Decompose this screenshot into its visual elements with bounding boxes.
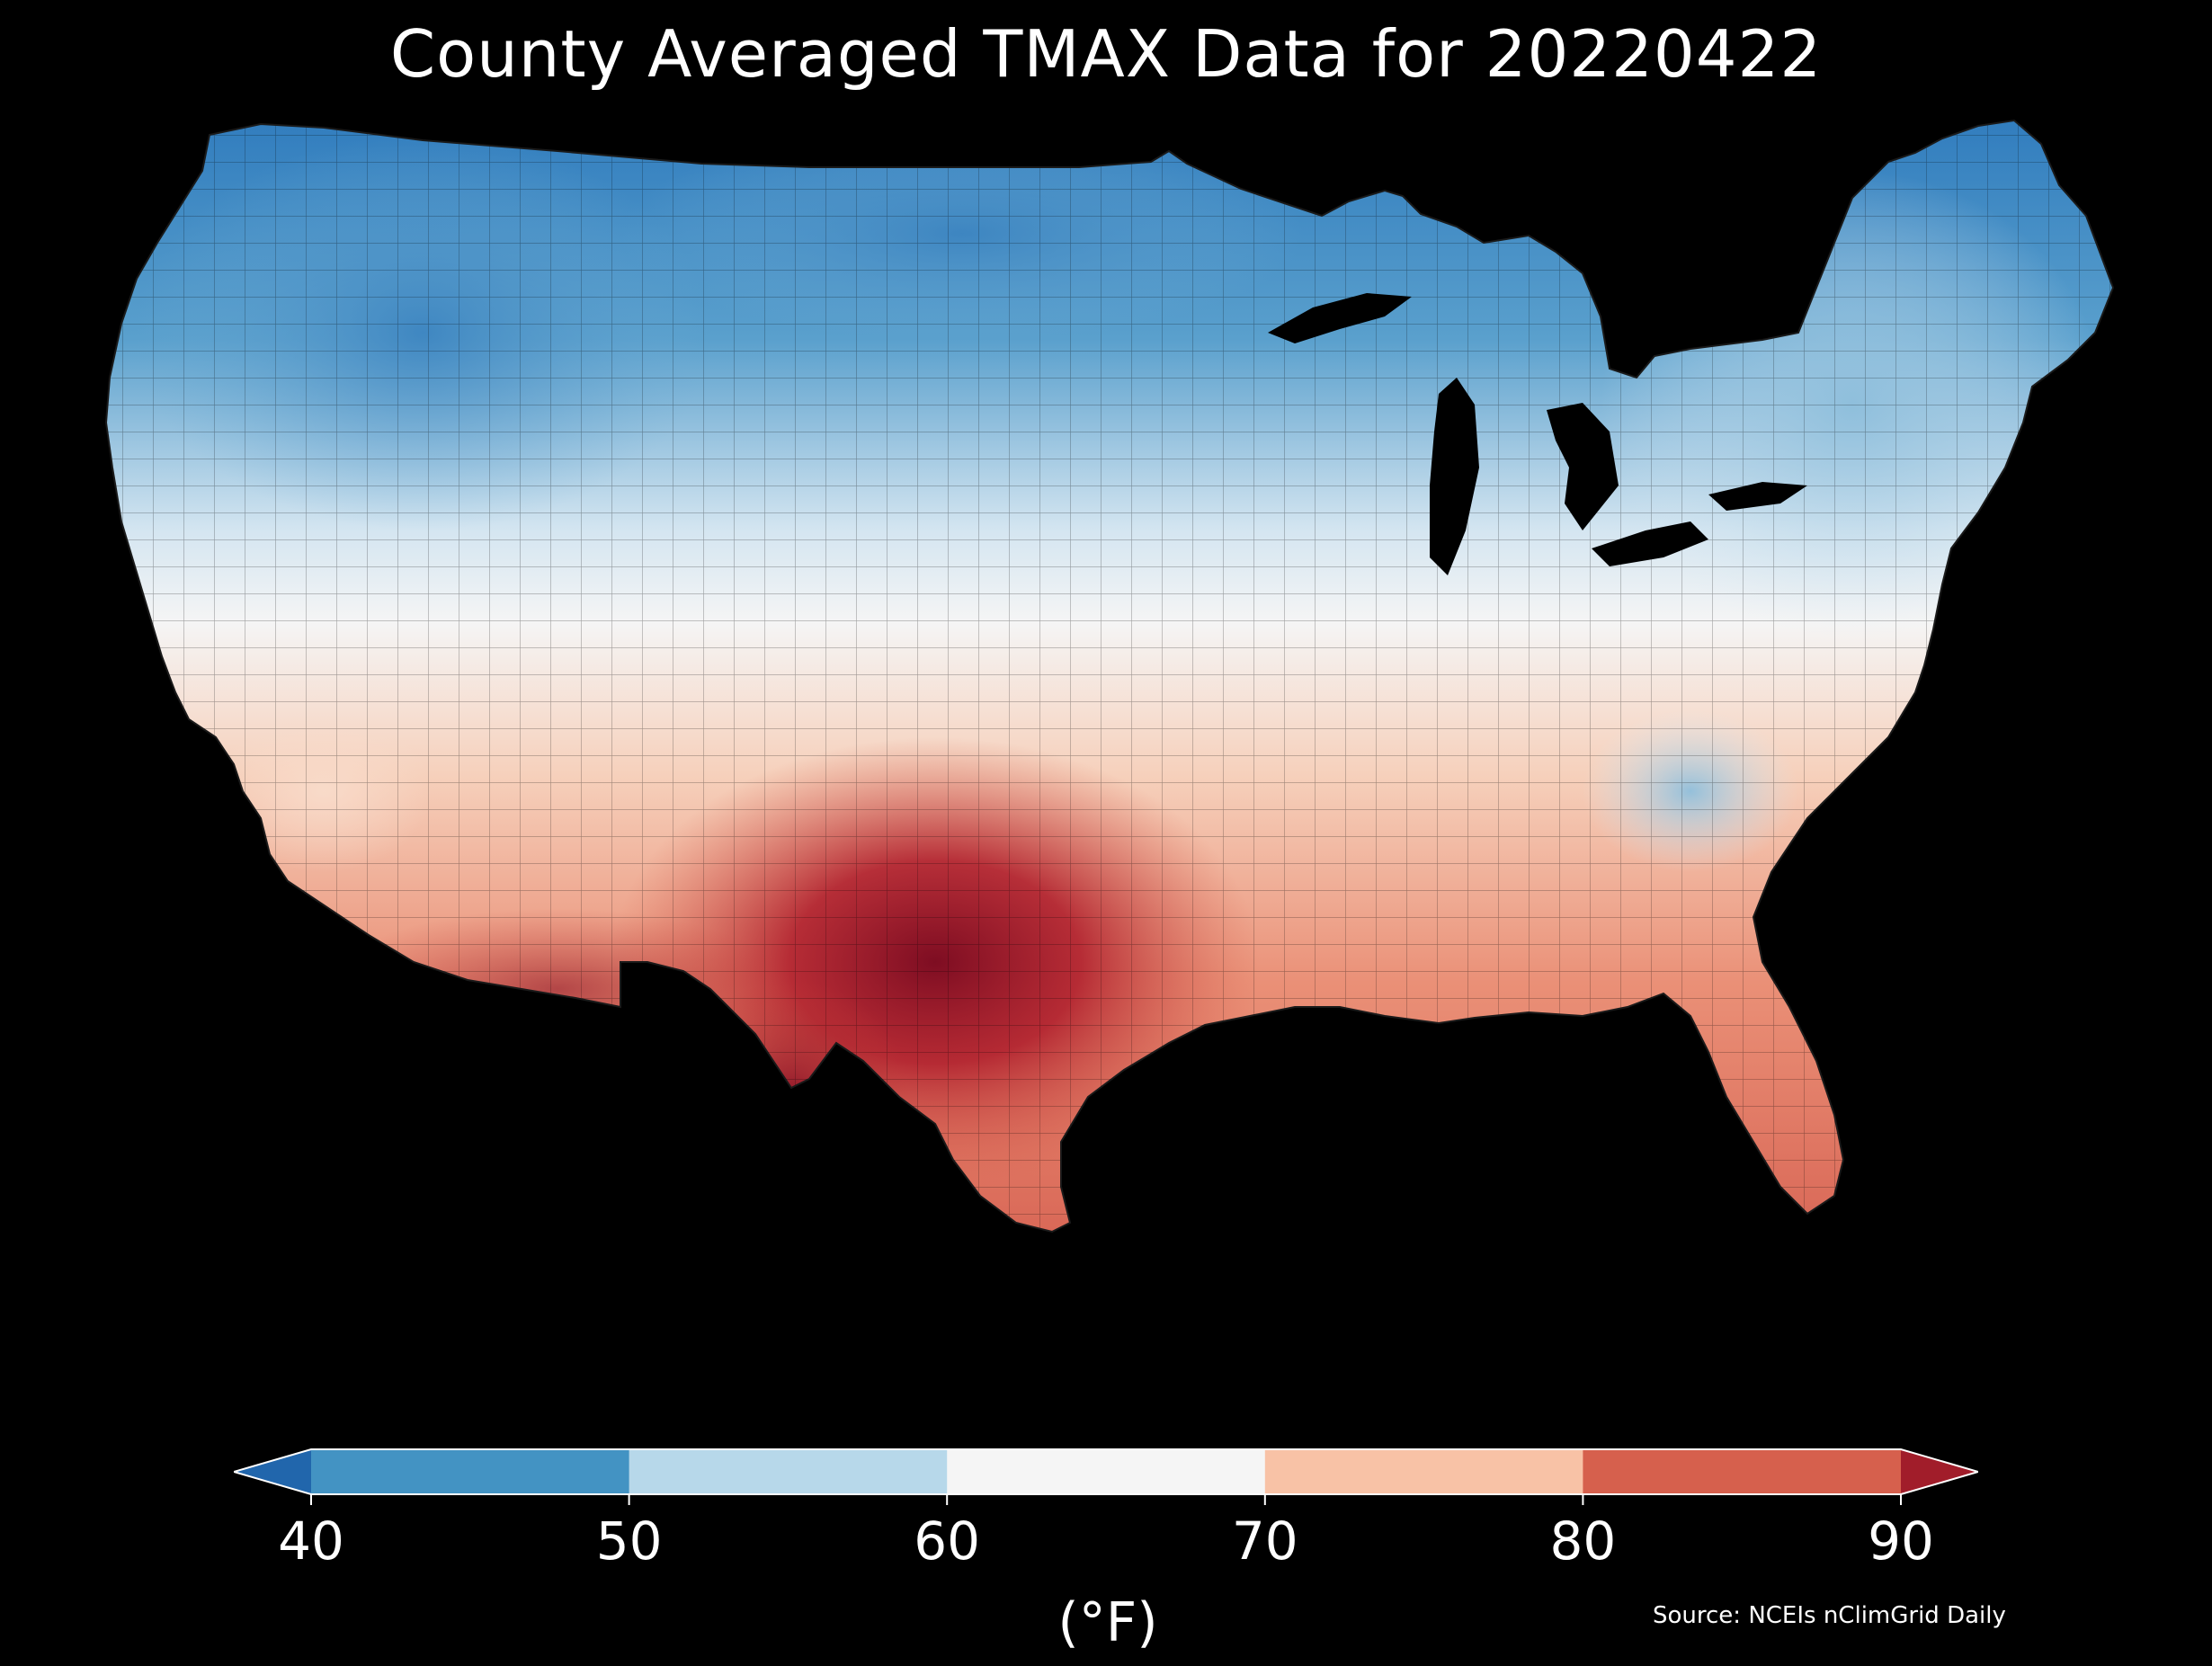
colorbar-bin-70-80	[1264, 1449, 1583, 1494]
colorbar-tick-label: 80	[1549, 1510, 1617, 1572]
great-lakes	[1268, 293, 1807, 575]
colorbar-extend-low	[234, 1449, 311, 1494]
source-credit: Source: NCEIs nClimGrid Daily	[1653, 1602, 2006, 1629]
colorbar-tick-label: 40	[278, 1510, 344, 1572]
colorbar-svg	[230, 1448, 1982, 1505]
colorbar-bin-40-50	[311, 1449, 630, 1494]
colorbar-bin-80-90	[1583, 1449, 1902, 1494]
colorbar-tick-label: 60	[914, 1510, 981, 1572]
colorbar-unit-label: (°F)	[1057, 1591, 1158, 1654]
colorbar-bin-60-70	[947, 1449, 1266, 1494]
colorbar-extend-high	[1901, 1449, 1978, 1494]
map-svg	[105, 120, 2114, 1233]
map-title: County Averaged TMAX Data for 20220422	[389, 16, 1823, 92]
colorbar	[230, 1439, 1982, 1510]
colorbar-tick-label: 50	[595, 1510, 663, 1572]
colorbar-tick-label: 90	[1868, 1510, 1934, 1572]
county-fill-layer	[106, 120, 2113, 1232]
colorbar-tick-label: 70	[1231, 1510, 1298, 1572]
colorbar-bin-50-60	[629, 1449, 948, 1494]
us-county-map	[0, 108, 2212, 1394]
